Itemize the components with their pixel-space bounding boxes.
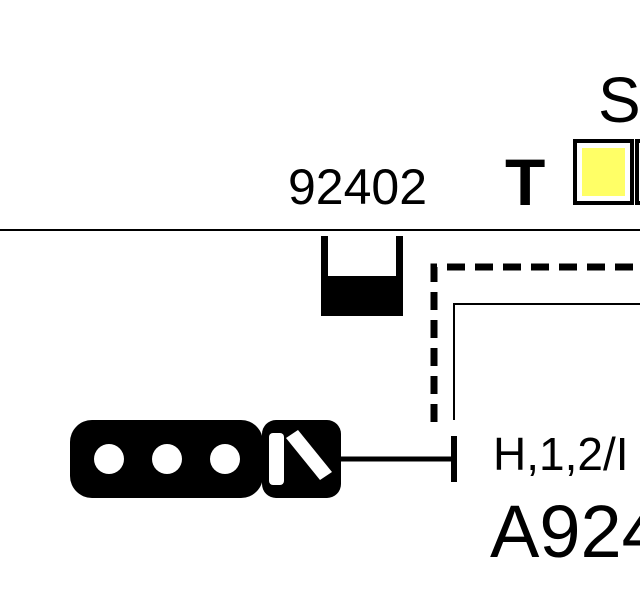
three-lamp-signal-icon	[70, 420, 263, 498]
buffer-stop-icon	[321, 236, 403, 316]
thin-route-line	[453, 303, 640, 420]
signal-lamp-3	[210, 444, 240, 474]
block-id-label: 92402	[288, 159, 427, 215]
yellow-square-icon	[573, 139, 640, 205]
signal-assembly	[70, 420, 457, 498]
diagonal-route-indicator-icon	[262, 420, 341, 498]
signal-lamp-2	[152, 444, 182, 474]
dashed-boundary-line	[430, 263, 640, 422]
signal-id-label: A924	[490, 490, 640, 573]
aspect-label: H,1,2/I	[493, 428, 629, 480]
signal-lamp-1	[94, 444, 124, 474]
track-marker-label: T	[505, 145, 545, 219]
top-right-label: S	[598, 64, 640, 136]
